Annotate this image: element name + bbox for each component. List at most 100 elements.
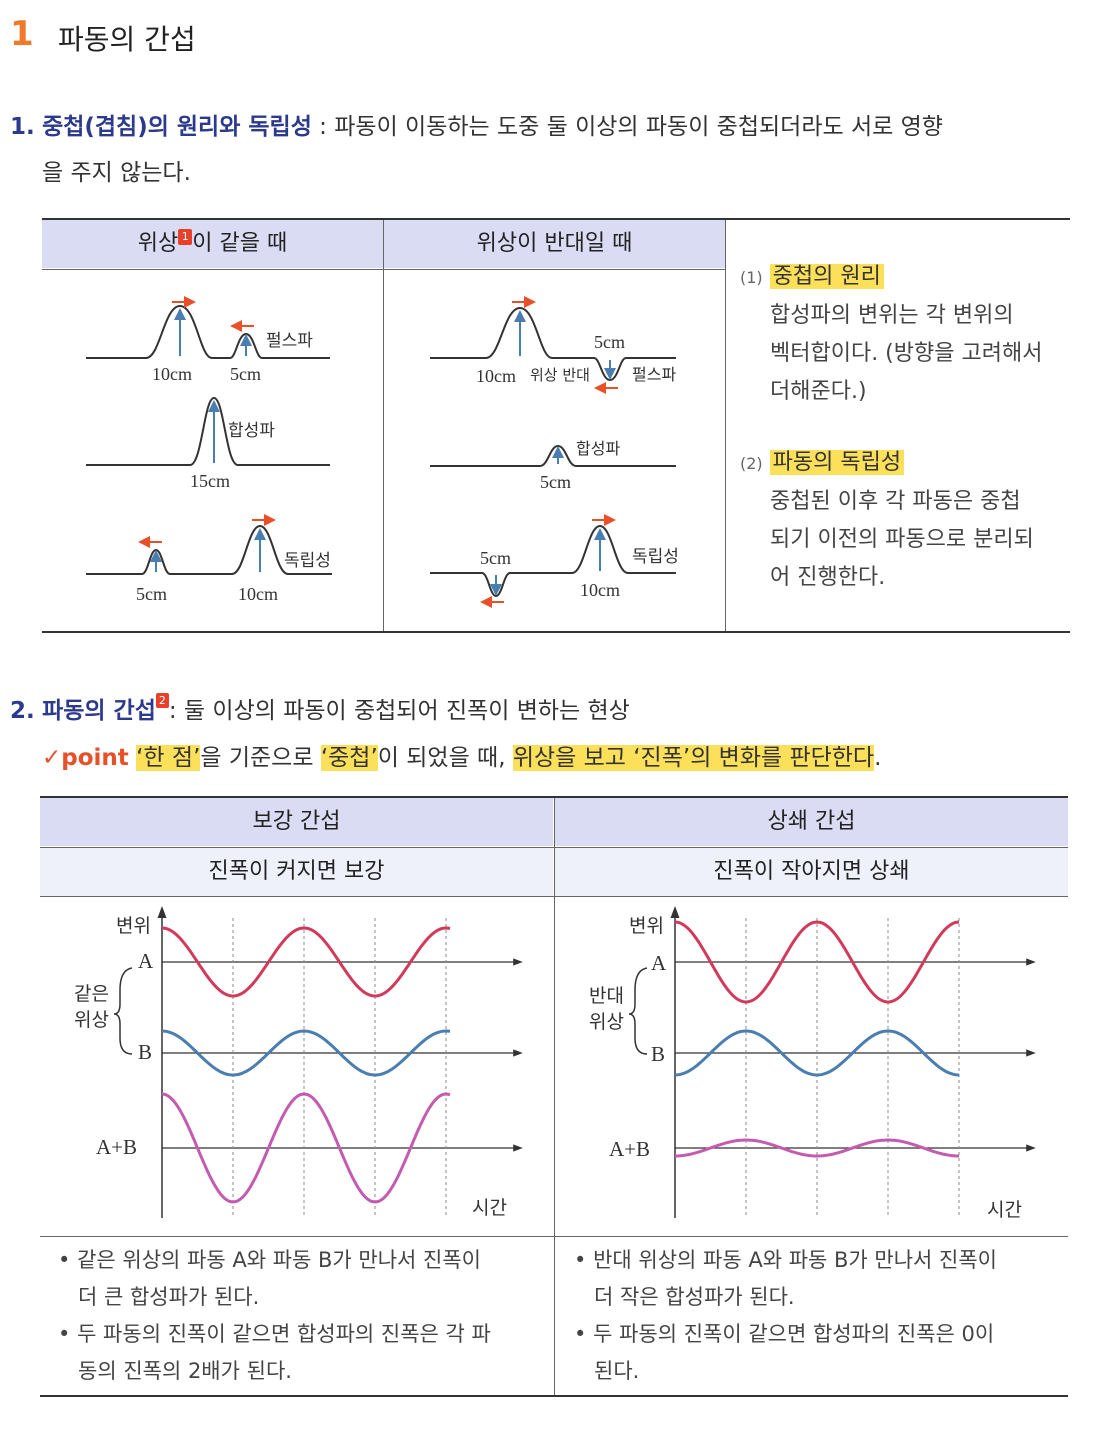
section2-def-text: : 둘 이상의 파동이 중첩되어 진폭이 변하는 현상 (168, 698, 630, 724)
same-label-5cm-b: 5cm (136, 584, 167, 604)
c-wave-sum (161, 1092, 451, 1204)
table2-bottom-rule (40, 1395, 1068, 1397)
same-label-10cm-b: 10cm (238, 584, 278, 604)
d-b2-l2: 된다. (594, 1359, 640, 1383)
same-label-10cm-a: 10cm (152, 364, 192, 384)
point-t3: 위상을 보고 ‘진폭’의 변화를 판단한다 (512, 745, 875, 771)
d-b2-l1: 두 파동의 진폭이 같으면 합성파의 진폭은 0이 (593, 1322, 995, 1346)
c-label-sum: A+B (96, 1135, 137, 1159)
opp-label-10cm-b: 10cm (580, 580, 620, 600)
opp-label-5cm-c: 5cm (480, 548, 511, 568)
same-label-indep: 독립성 (284, 551, 331, 571)
same-label-5cm-a: 5cm (230, 364, 261, 384)
point-q1: ‘한 점’ (136, 745, 201, 771)
section1-def-line2: 을 주지 않는다. (42, 160, 191, 186)
point-label: point (61, 745, 129, 771)
opp-label-10cm-a: 10cm (476, 366, 516, 386)
table2-divider (554, 798, 555, 1396)
d-bullet-1: • 반대 위상의 파동 A와 파동 B가 만나서 진폭이 더 작은 합성파가 된다… (574, 1248, 998, 1309)
table1-header-opposite-phase: 위상이 반대일 때 (384, 220, 725, 268)
table1-top-rule (42, 218, 1070, 220)
c-b1-l1: 같은 위상의 파동 A와 파동 B가 만나서 진폭이 (77, 1248, 482, 1272)
d-x-label: 시간 (987, 1199, 1022, 1221)
same-label-sum: 합성파 (228, 421, 275, 441)
section2-definition: 2. 파동의 간섭 2: 둘 이상의 파동이 중첩되어 진폭이 변하는 현상 (10, 688, 1090, 734)
d-wave-sum (675, 1138, 959, 1158)
note2-title: 파동의 독립성 (769, 450, 905, 475)
c-y-label: 변위 (116, 915, 151, 937)
c-label-b: B (138, 1040, 152, 1064)
opp-row2-sum (430, 444, 676, 467)
section2-number: 2. (10, 698, 35, 724)
point-t2: 이 되었을 때, (377, 745, 513, 771)
same-label-15cm: 15cm (190, 471, 230, 491)
point-q2: ‘중첩’ (320, 745, 378, 771)
same-label-pulse: 펄스파 (266, 331, 313, 351)
section1-term: 중첩(겹침)의 원리와 독립성 (42, 114, 312, 140)
d-phase-2: 위상 (589, 1011, 624, 1033)
note2-num: (2) (740, 454, 763, 473)
point-line: ✓point ‘한 점’을 기준으로 ‘중첩’이 되었을 때, 위상을 보고 ‘… (42, 738, 881, 778)
c-phase-1: 같은 (74, 983, 109, 1005)
table1-header-same-phase: 위상 1 이 같을 때 (42, 220, 383, 268)
c-bullet-2: • 두 파동의 진폭이 같으면 합성파의 진폭은 각 파 동의 진폭의 2배가 된… (58, 1322, 491, 1383)
same-row2-sum (86, 396, 330, 466)
opp-label-5cm-b: 5cm (540, 472, 571, 492)
point-t4: . (874, 745, 882, 771)
d-y-label: 변위 (629, 915, 664, 937)
c-b1-l2: 더 큰 합성파가 된다. (78, 1285, 260, 1309)
d-brace (628, 967, 648, 1055)
d-phase-1: 반대 (589, 985, 624, 1007)
c-brace (113, 967, 133, 1055)
section1-def-line1: 파동이 이동하는 도중 둘 이상의 파동이 중첩되더라도 서로 영향 (334, 114, 943, 140)
section-number: 1 (10, 14, 34, 54)
c-wave-b (161, 1029, 451, 1077)
note1-title: 중첩의 원리 (769, 264, 884, 289)
destructive-interference-graph: 변위 A B A+B 반대 위상 시간 (589, 906, 1036, 1221)
opposite-phase-pulse-diagram: 5cm 10cm 위상 반대 펄스파 합성파 5cm 5cm 독립성 10cm (430, 296, 679, 608)
d-wave-b (674, 1029, 960, 1077)
note2-line1: 중첩된 이후 각 파동은 중첩 (770, 489, 1021, 514)
c-phase-2: 위상 (74, 1009, 109, 1031)
note1-line2: 벡터합이다. (방향을 고려해서 (770, 341, 1043, 366)
table2-header-destructive: 상쇄 간섭 (555, 798, 1068, 846)
same-phase-pulse-diagram: 펄스파 10cm 5cm 합성파 15cm 독립성 5cm 10cm (86, 296, 332, 604)
c-b2-l1: 두 파동의 진폭이 같으면 합성파의 진폭은 각 파 (77, 1322, 491, 1346)
opp-label-5cm-a: 5cm (594, 332, 625, 352)
table1-bottom-rule (42, 631, 1070, 633)
footnote-marker-1: 1 (178, 229, 193, 245)
table2-sub-destructive: 진폭이 작아지면 상쇄 (555, 848, 1068, 896)
table2-header-constructive: 보강 간섭 (40, 798, 553, 846)
table1-divider-2 (725, 220, 726, 632)
d-gridlines (745, 918, 960, 1218)
table2-sub-constructive: 진폭이 커지면 보강 (40, 848, 553, 896)
note1-num: (1) (740, 268, 763, 287)
footnote-marker-2: 2 (155, 693, 169, 708)
c-gridlines (232, 918, 447, 1218)
note1-line1: 합성파의 변위는 각 변위의 (770, 303, 1014, 328)
d-label-b: B (651, 1042, 665, 1066)
c-wave-a (161, 926, 451, 998)
section1-definition: 1. 중첩(겹침)의 원리와 독립성 : 파동이 이동하는 도중 둘 이상의 파… (10, 104, 1090, 150)
d-wave-a (674, 920, 960, 1004)
check-icon: ✓ (42, 745, 62, 771)
table2-rule-3 (40, 1236, 1068, 1237)
note-independence: (2) 파동의 독립성 중첩된 이후 각 파동은 중첩 되기 이전의 파동으로 … (740, 444, 1070, 597)
note1-line3: 더해준다.) (770, 379, 867, 404)
d-bullet-2: • 두 파동의 진폭이 같으면 합성파의 진폭은 0이 된다. (574, 1322, 995, 1383)
note2-line2: 되기 이전의 파동으로 분리되 (770, 527, 1034, 552)
opp-label-pulse: 펄스파 (632, 365, 676, 384)
header-same-a: 위상 (137, 231, 179, 256)
opp-label-sum: 합성파 (576, 439, 620, 458)
constructive-bullets: • 같은 위상의 파동 A와 파동 B가 만나서 진폭이 더 큰 합성파가 된다.… (58, 1242, 548, 1390)
opp-label-phase-opposite: 위상 반대 (530, 366, 590, 384)
d-b1-l2: 더 작은 합성파가 된다. (594, 1285, 795, 1309)
d-label-a: A (651, 951, 667, 975)
section1-colon: : (311, 114, 335, 140)
c-x-label: 시간 (472, 1197, 507, 1219)
table2-top-rule (40, 796, 1068, 798)
section1-number: 1. (10, 114, 35, 140)
section-title: 파동의 간섭 (58, 23, 196, 56)
c-label-a: A (138, 949, 154, 973)
note2-line3: 어 진행한다. (770, 565, 886, 590)
